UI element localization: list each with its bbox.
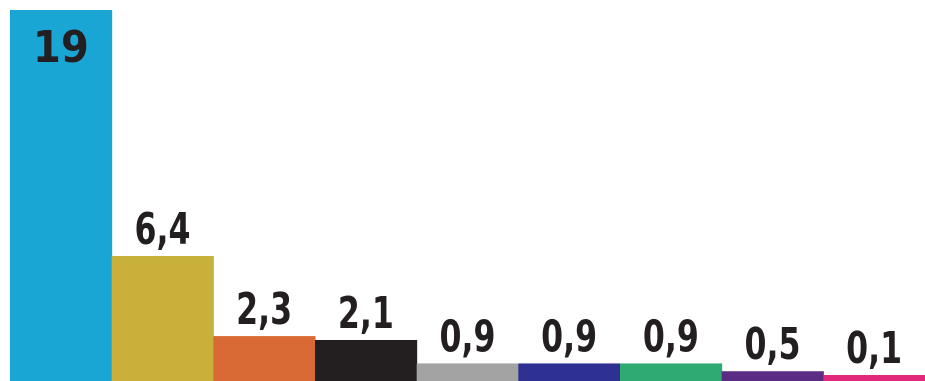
bar-3 [213,336,316,381]
bars-group [10,10,925,381]
bar-4 [315,339,418,381]
value-label-2: 6,4 [135,204,191,255]
bar-2 [111,256,214,381]
value-label-8: 0,5 [745,319,801,370]
bar-5 [416,363,519,381]
bar-7 [620,363,723,381]
value-label-9: 0,1 [846,323,902,374]
bar-1 [10,10,113,381]
value-labels-group: 19 6,4 2,3 2,1 0,9 0,9 0,9 0,5 0,1 [33,22,902,374]
value-label-3: 2,3 [236,284,292,335]
bar-8 [721,371,824,381]
value-label-7: 0,9 [643,311,699,362]
value-label-5: 0,9 [440,311,496,362]
bar-6 [518,363,621,381]
value-label-6: 0,9 [541,311,597,362]
value-label-1: 19 [33,22,89,73]
value-label-4: 2,1 [338,288,394,339]
bar-9 [823,375,925,381]
